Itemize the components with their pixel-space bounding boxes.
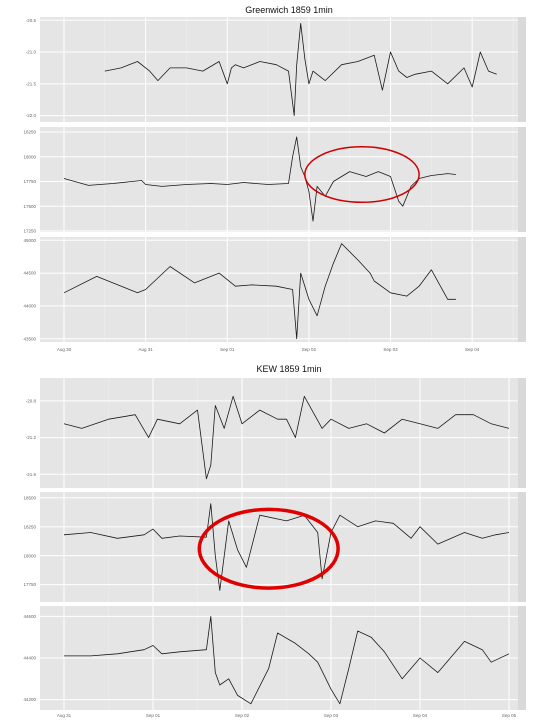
- y-tick-label: 17500: [23, 204, 36, 209]
- x-tick-label: Aug 31: [139, 347, 154, 352]
- y-tick-label: 18500: [23, 495, 36, 500]
- y-tick-label: 45000: [23, 238, 36, 243]
- panel-background: [40, 17, 518, 122]
- y-tick-label: -21.5: [26, 81, 37, 86]
- x-tick-label: Sep 04: [413, 713, 428, 718]
- chart-kew: -20.8 -21.2 -21.6 18500 18250 18000 17750 44600…: [23, 378, 526, 718]
- series-line: [63, 503, 510, 591]
- chart-greenwich: -20.5 -21.0 -21.5 -22.0 18250 18000 17750 17500…: [23, 17, 526, 352]
- chart-title-kew: KEW 1859 1min: [256, 364, 321, 374]
- x-tick-label: Sep 01: [220, 347, 235, 352]
- y-tick-label: 44200: [23, 697, 36, 702]
- series-line: [63, 395, 510, 480]
- y-tick-label: 44600: [23, 614, 36, 619]
- x-tick-label: Sep 03: [324, 713, 339, 718]
- y-tick-label: 44400: [23, 656, 36, 661]
- x-tick-label: Sep 03: [383, 347, 398, 352]
- y-tick-label: 43500: [23, 336, 36, 341]
- y-tick-label: 18250: [23, 524, 36, 529]
- y-tick-label: 17250: [23, 229, 36, 234]
- x-tick-label: Sep 02: [302, 347, 317, 352]
- panel-background: [40, 127, 518, 232]
- panel-background: [40, 378, 518, 488]
- panel-strip: [518, 17, 526, 122]
- highlight-ellipse: [304, 146, 420, 204]
- y-tick-label: 17750: [23, 582, 36, 587]
- y-tick-label: 44000: [23, 304, 36, 309]
- panel-background: [40, 237, 518, 342]
- panel-strip: [518, 492, 526, 602]
- y-tick-label: -22.0: [26, 113, 37, 118]
- panel-strip: [518, 606, 526, 710]
- chart-title-greenwich: Greenwich 1859 1min: [245, 5, 333, 15]
- series-line: [64, 616, 510, 705]
- series-line: [63, 136, 456, 222]
- y-tick-label: -20.8: [26, 399, 37, 404]
- y-tick-label: 44500: [23, 271, 36, 276]
- highlight-ellipse: [197, 507, 340, 590]
- y-tick-label: -21.2: [26, 435, 37, 440]
- x-tick-label: Sep 02: [235, 713, 250, 718]
- panel-strip: [518, 127, 526, 232]
- panel-strip: [518, 237, 526, 342]
- series-line: [104, 22, 497, 116]
- y-tick-label: 18000: [23, 553, 36, 558]
- x-tick-label: Sep 01: [146, 713, 161, 718]
- x-tick-label: Sep 04: [465, 347, 480, 352]
- y-tick-label: -21.0: [26, 50, 37, 55]
- y-tick-label: -21.6: [26, 472, 37, 477]
- series-line: [63, 243, 456, 340]
- y-tick-label: 18250: [23, 130, 36, 135]
- y-tick-label: 18000: [23, 154, 36, 159]
- x-tick-label: Sep 05: [502, 713, 517, 718]
- x-tick-label: Aug 30: [57, 347, 72, 352]
- y-tick-label: 17750: [23, 179, 36, 184]
- x-tick-label: Aug 31: [57, 713, 72, 718]
- y-tick-label: -20.5: [26, 18, 37, 23]
- panel-strip: [518, 378, 526, 488]
